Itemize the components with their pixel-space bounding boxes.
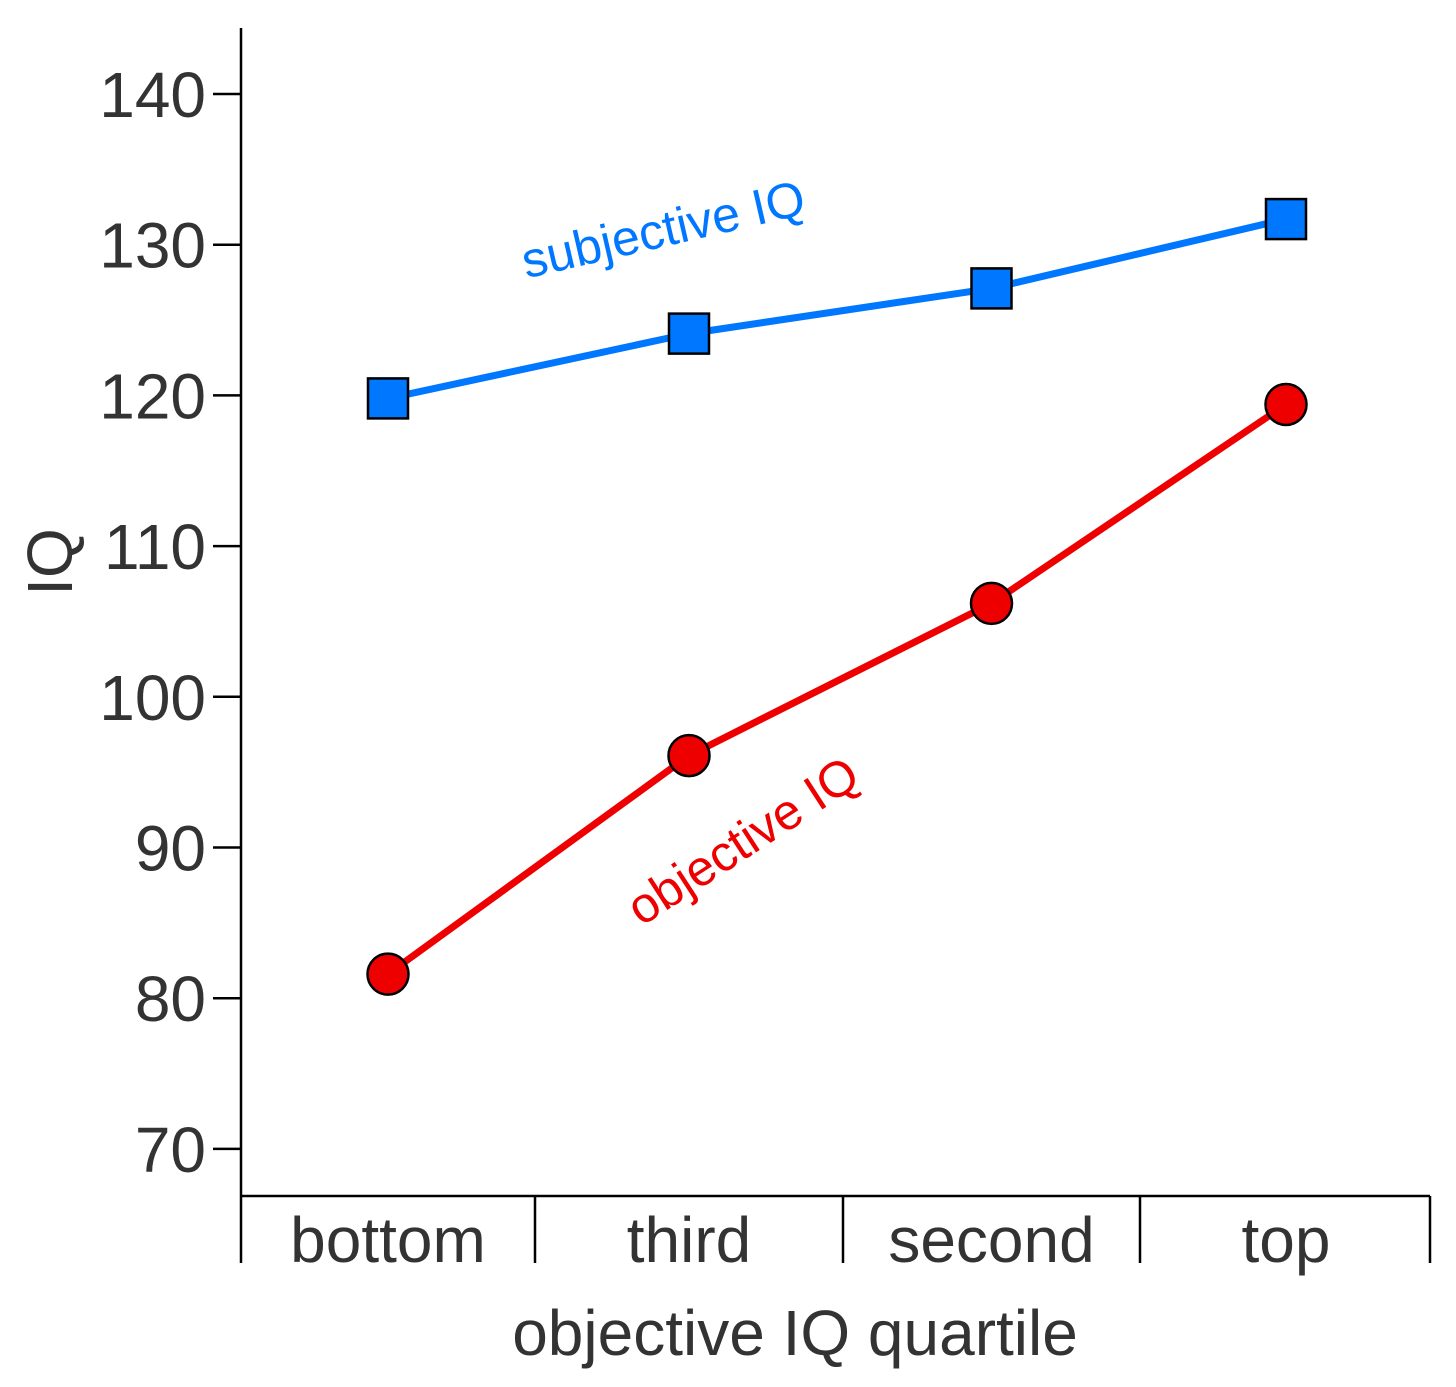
x-tick-label-bottom: bottom xyxy=(290,1204,486,1276)
y-tick-label-100: 100 xyxy=(99,662,206,734)
label-layer: IQ objective IQ quartile subjective IQ o… xyxy=(14,170,1078,1369)
data-point-objective-iq-third xyxy=(667,733,711,778)
data-point-objective-iq-bottom xyxy=(366,952,410,996)
data-point-objective-iq-second xyxy=(969,581,1014,626)
y-tick-label-70: 70 xyxy=(135,1114,206,1186)
series-layer xyxy=(366,197,1308,996)
y-tick-label-110: 110 xyxy=(104,511,206,583)
x-tick-label-top: top xyxy=(1242,1204,1331,1276)
data-point-subjective-iq-second xyxy=(970,267,1013,310)
data-point-subjective-iq-bottom xyxy=(366,377,410,420)
series-label-objective-iq: objective IQ xyxy=(617,745,869,936)
series-line-objective-iq xyxy=(385,401,1288,977)
data-point-subjective-iq-third xyxy=(667,312,711,355)
y-tick-label-130: 130 xyxy=(99,210,206,282)
series-line-subjective-iq xyxy=(387,215,1287,402)
data-point-objective-iq-top xyxy=(1264,382,1308,427)
y-tick-label-80: 80 xyxy=(135,963,206,1035)
y-axis: 70 80 90 100 110 120 130 140 xyxy=(99,28,243,1196)
data-point-subjective-iq-top xyxy=(1264,197,1308,241)
y-tick-label-90: 90 xyxy=(135,813,206,885)
y-tick-label-120: 120 xyxy=(99,360,206,432)
x-axis-title: objective IQ quartile xyxy=(512,1297,1078,1369)
series-label-subjective-iq: subjective IQ xyxy=(516,170,810,290)
x-tick-label-third: third xyxy=(627,1204,752,1276)
x-tick-label-second: second xyxy=(888,1204,1094,1276)
y-tick-label-140: 140 xyxy=(99,59,206,131)
x-axis: bottom third second top xyxy=(239,1194,1432,1276)
y-axis-title: IQ xyxy=(14,528,86,596)
